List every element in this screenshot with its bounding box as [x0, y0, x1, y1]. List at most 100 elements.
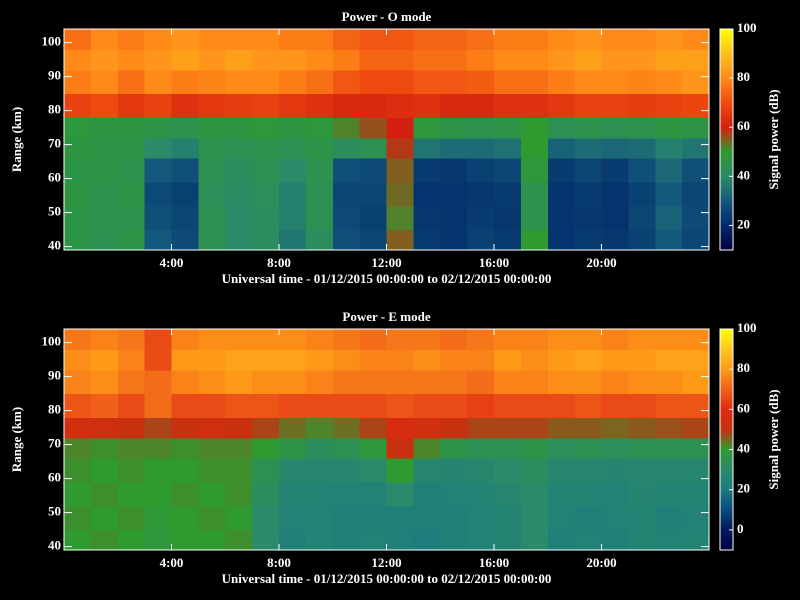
cell	[628, 49, 656, 71]
cell	[547, 482, 576, 507]
cell	[359, 205, 387, 231]
cell	[90, 369, 119, 395]
cell	[655, 349, 683, 371]
cell	[628, 529, 656, 550]
cell	[64, 182, 92, 207]
cell	[628, 505, 656, 531]
cell	[171, 458, 199, 483]
cell	[171, 482, 199, 507]
cell	[198, 437, 226, 459]
cell	[64, 482, 92, 507]
cell	[386, 529, 414, 550]
x-axis-title: Universal time - 01/12/2015 00:00:00 to …	[222, 271, 552, 286]
colorbar-tick-label: 20	[737, 481, 750, 496]
cell	[225, 29, 253, 50]
cell	[359, 393, 387, 418]
cell	[386, 229, 414, 250]
cell	[198, 137, 226, 159]
cell	[64, 49, 92, 71]
cell	[655, 29, 683, 50]
cell	[413, 182, 441, 207]
cell	[574, 437, 602, 459]
cell	[144, 349, 172, 371]
cell	[359, 29, 387, 50]
cell	[655, 437, 683, 459]
cell	[413, 482, 441, 507]
cell	[413, 93, 441, 118]
cell	[467, 505, 495, 531]
cell	[386, 49, 414, 71]
cell	[386, 417, 414, 439]
cell	[252, 529, 280, 550]
cell	[655, 93, 683, 118]
cell	[225, 349, 253, 371]
cell	[628, 458, 656, 483]
cell	[413, 69, 441, 95]
cell	[655, 393, 683, 418]
cell	[520, 482, 549, 507]
cell	[628, 393, 656, 418]
cell	[386, 29, 414, 50]
cell	[655, 182, 683, 207]
cell	[332, 229, 361, 250]
cell	[225, 417, 253, 439]
cell	[332, 93, 361, 118]
cell	[90, 182, 119, 207]
cell	[305, 505, 334, 531]
cell	[413, 49, 441, 71]
cell	[252, 393, 280, 418]
cell	[144, 205, 172, 231]
cell	[682, 49, 709, 71]
cell	[279, 93, 307, 118]
cell	[601, 505, 629, 531]
cell	[117, 393, 146, 418]
cell	[386, 182, 414, 207]
cell	[225, 393, 253, 418]
cell	[682, 482, 709, 507]
cell	[574, 329, 602, 350]
cell	[601, 158, 629, 183]
cell	[494, 229, 522, 250]
cell	[90, 158, 119, 183]
cell	[279, 369, 307, 395]
cell	[198, 369, 226, 395]
cell	[440, 205, 468, 231]
cell	[601, 369, 629, 395]
cell	[494, 482, 522, 507]
cell	[574, 505, 602, 531]
cell	[252, 349, 280, 371]
cell	[64, 29, 92, 50]
y-tick-label: 90	[48, 368, 61, 383]
cell	[440, 437, 468, 459]
cell	[144, 229, 172, 250]
cell	[171, 329, 199, 350]
cell	[520, 117, 549, 139]
cell	[90, 417, 119, 439]
cell	[332, 158, 361, 183]
cell	[64, 137, 92, 159]
cell	[171, 29, 199, 50]
cell	[225, 158, 253, 183]
cell	[279, 417, 307, 439]
cell	[305, 458, 334, 483]
cell	[440, 229, 468, 250]
cell	[117, 93, 146, 118]
cell	[198, 529, 226, 550]
cell	[547, 329, 576, 350]
cell	[279, 437, 307, 459]
cell	[628, 229, 656, 250]
cell	[494, 458, 522, 483]
cell	[467, 482, 495, 507]
cell	[279, 529, 307, 550]
cell	[440, 417, 468, 439]
cell	[655, 117, 683, 139]
cell	[601, 437, 629, 459]
chart-title: Power - O mode	[342, 9, 432, 24]
cell	[386, 437, 414, 459]
cell	[90, 482, 119, 507]
cell	[682, 137, 709, 159]
cell	[359, 458, 387, 483]
cell	[117, 458, 146, 483]
cell	[494, 93, 522, 118]
